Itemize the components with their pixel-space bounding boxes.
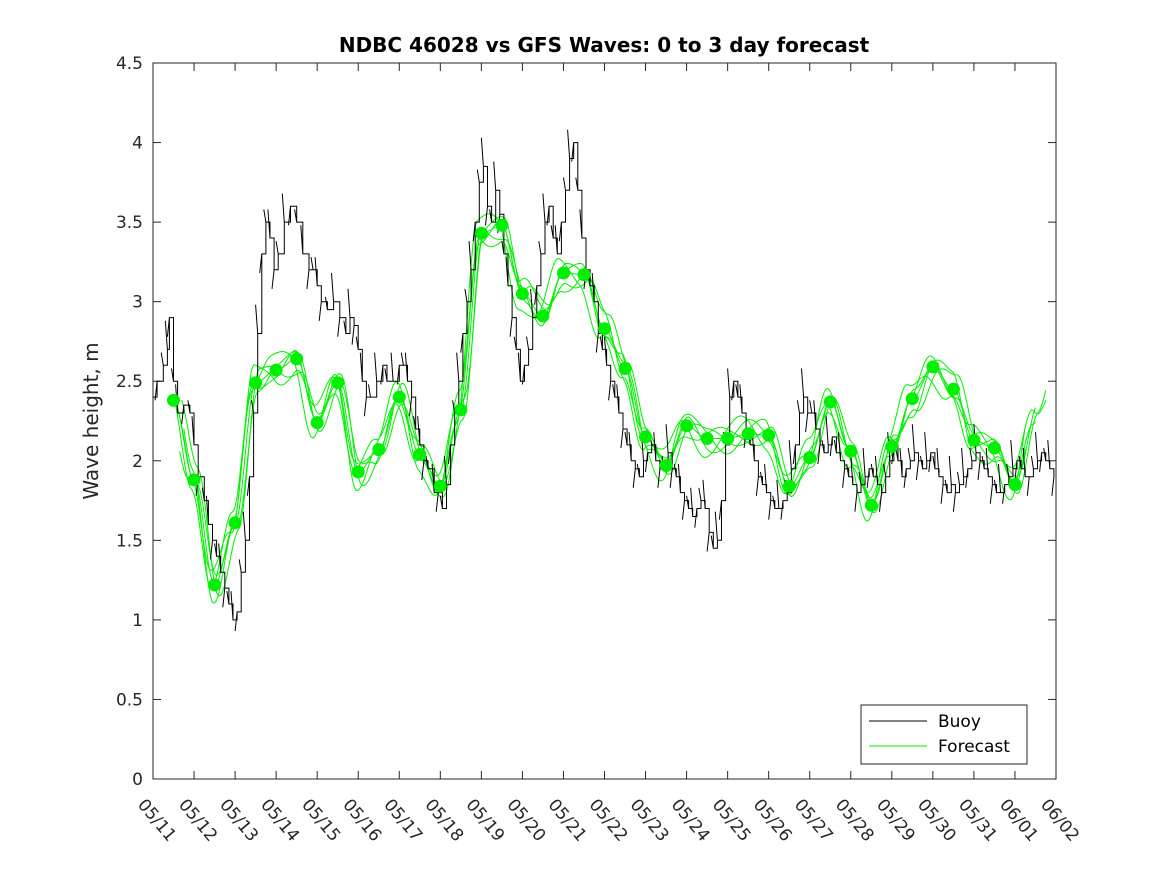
chart-title: NDBC 46028 vs GFS Waves: 0 to 3 day fore… xyxy=(339,33,870,57)
forecast-point xyxy=(782,479,796,493)
forecast-point xyxy=(823,395,837,409)
forecast-point xyxy=(618,362,632,375)
y-tick-label: 1 xyxy=(132,611,143,631)
y-tick-label: 3.5 xyxy=(116,213,143,233)
forecast-line xyxy=(181,230,1036,597)
y-tick-label: 4.5 xyxy=(116,54,143,74)
forecast-point xyxy=(659,459,673,473)
forecast-point xyxy=(474,226,488,240)
forecast-point xyxy=(269,363,283,377)
y-tick-label: 0.5 xyxy=(116,690,143,710)
forecast-point xyxy=(700,432,714,445)
forecast-point xyxy=(454,403,468,417)
forecast-point xyxy=(331,376,345,390)
forecast-point xyxy=(187,473,201,487)
forecast-point xyxy=(433,479,447,493)
forecast-point xyxy=(680,419,694,433)
forecast-point xyxy=(721,432,735,445)
forecast-point xyxy=(762,428,776,442)
forecast-point xyxy=(413,447,427,461)
plot-area xyxy=(152,62,1057,780)
forecast-point xyxy=(392,390,406,404)
forecast-point xyxy=(1008,478,1022,492)
forecast-point xyxy=(351,465,365,479)
y-axis-label: Wave height, m xyxy=(79,342,103,499)
forecast-point xyxy=(310,416,324,430)
forecast-point xyxy=(987,441,1001,455)
forecast-point xyxy=(167,393,180,407)
y-tick-label: 3 xyxy=(132,293,143,313)
forecast-point xyxy=(495,218,509,232)
forecast-point xyxy=(557,266,570,280)
y-tick-label: 2.5 xyxy=(116,372,143,392)
forecast-point xyxy=(803,451,817,465)
forecast-point xyxy=(536,309,550,323)
series-layer xyxy=(153,129,1055,632)
forecast-point xyxy=(905,392,919,406)
forecast-line xyxy=(183,235,1047,604)
forecast-point xyxy=(844,444,858,458)
forecast-point xyxy=(372,443,386,457)
forecast-point xyxy=(249,376,263,390)
forecast-point xyxy=(639,430,652,444)
y-axis: 0 0.5 1 1.5 2 2.5 3 3.5 4 4.5 xyxy=(116,54,1056,790)
forecast-point xyxy=(946,382,960,396)
y-tick-label: 1.5 xyxy=(116,531,143,551)
legend-box xyxy=(860,704,1028,765)
y-tick-label: 4 xyxy=(132,134,143,154)
y-tick-label: 2 xyxy=(132,452,143,472)
forecast-point xyxy=(967,433,981,447)
forecast-point xyxy=(885,440,899,453)
legend-buoy-label: Buoy xyxy=(938,712,981,732)
legend: Buoy Forecast xyxy=(860,704,1028,765)
forecast-point xyxy=(926,360,940,374)
forecast-point xyxy=(228,516,242,530)
forecast-point xyxy=(290,352,304,366)
forecast-point xyxy=(741,427,755,441)
forecast-point xyxy=(515,287,529,301)
buoy-line xyxy=(153,129,1055,632)
forecast-point xyxy=(598,322,611,336)
forecast-point xyxy=(577,268,591,282)
y-tick-label: 0 xyxy=(132,770,143,790)
forecast-point xyxy=(208,578,222,592)
forecast-point xyxy=(864,498,878,512)
legend-forecast-label: Forecast xyxy=(938,737,1010,757)
